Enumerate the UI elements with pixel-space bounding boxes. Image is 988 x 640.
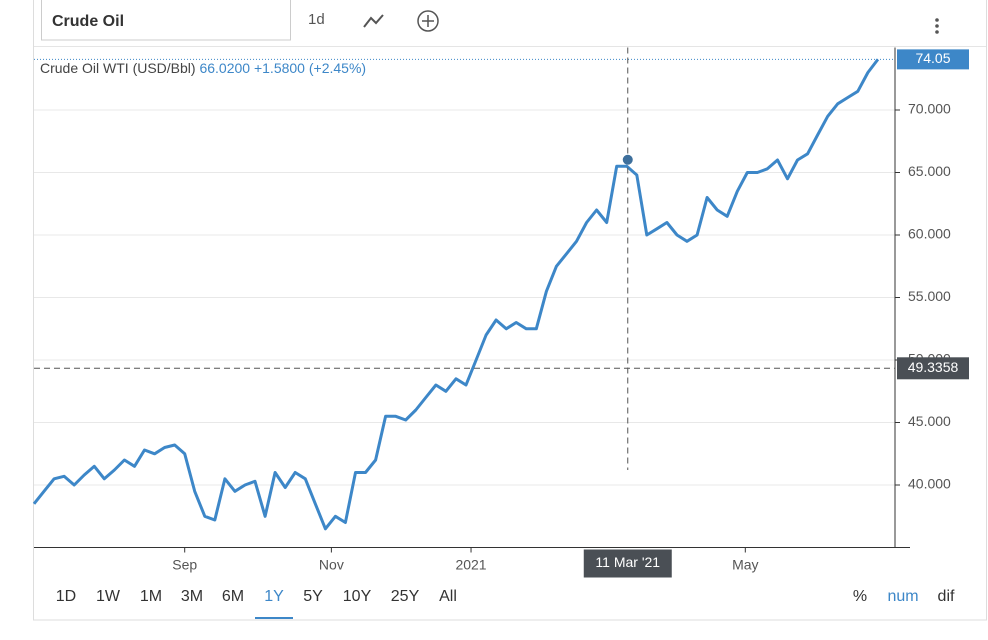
range-button[interactable]: 25Y bbox=[391, 588, 420, 605]
range-button[interactable]: 1Y bbox=[264, 588, 284, 605]
legend-value: 66.0200 bbox=[199, 60, 250, 76]
range-buttons: 1D 1W 1M 3M 6M 1Y 5Y 10Y 25Y All% num dif bbox=[56, 588, 955, 619]
last-price-badge bbox=[897, 49, 969, 70]
mode-button[interactable]: % bbox=[853, 588, 867, 605]
range-button[interactable]: All bbox=[439, 588, 457, 605]
search-box[interactable] bbox=[41, 0, 291, 41]
menu-icon[interactable] bbox=[935, 18, 939, 34]
crosshair-y-badge bbox=[897, 357, 969, 380]
y-tick-label: 60.000 bbox=[908, 226, 951, 242]
crosshair-y-label: 49.3358 bbox=[908, 359, 959, 375]
mode-button[interactable]: num bbox=[887, 588, 918, 605]
range-button[interactable]: 10Y bbox=[343, 588, 372, 605]
crosshair-x-label: 11 Mar '21 bbox=[595, 554, 660, 570]
legend-change: +1.5800 bbox=[254, 60, 305, 76]
range-button[interactable]: 1D bbox=[56, 588, 76, 605]
price-line bbox=[32, 58, 880, 531]
interval[interactable]: 1d bbox=[308, 11, 325, 28]
y-tick-label: 55.000 bbox=[908, 288, 951, 304]
x-tick-label: May bbox=[732, 557, 758, 573]
search-text[interactable]: Crude Oil bbox=[52, 13, 124, 30]
range-button[interactable]: 5Y bbox=[303, 588, 323, 605]
range-button[interactable]: 1M bbox=[140, 588, 162, 605]
x-tick-label: 2021 bbox=[455, 557, 486, 573]
y-tick-label: 40.000 bbox=[908, 476, 951, 492]
x-tick-label: Nov bbox=[319, 557, 344, 573]
x-tick-label: Sep bbox=[172, 557, 197, 573]
y-tick-label: 65.000 bbox=[908, 163, 951, 179]
last-price-label: 74.05 bbox=[915, 50, 950, 66]
y-tick-label: 70.000 bbox=[908, 101, 951, 117]
legend-name: Crude Oil WTI (USD/Bbl) bbox=[40, 60, 196, 76]
range-button[interactable]: 3M bbox=[181, 588, 203, 605]
legend: Crude Oil WTI (USD/Bbl) 66.0200 +1.5800 … bbox=[40, 60, 366, 76]
panel bbox=[33, 0, 987, 621]
chart-type-icon[interactable] bbox=[363, 14, 384, 28]
crosshair-x-badge bbox=[583, 549, 672, 578]
mode-button[interactable]: dif bbox=[938, 588, 955, 605]
legend-change-pct: (+2.45%) bbox=[309, 60, 366, 76]
range-button[interactable]: 6M bbox=[222, 588, 244, 605]
add-icon[interactable] bbox=[417, 10, 439, 32]
crosshair-point bbox=[622, 154, 633, 165]
add-icon-plus bbox=[422, 15, 434, 27]
plot: 40.00045.00050.00055.00060.00065.00070.0… bbox=[32, 47, 969, 578]
range-button[interactable]: 1W bbox=[96, 588, 121, 605]
y-tick-label: 45.000 bbox=[908, 413, 951, 429]
